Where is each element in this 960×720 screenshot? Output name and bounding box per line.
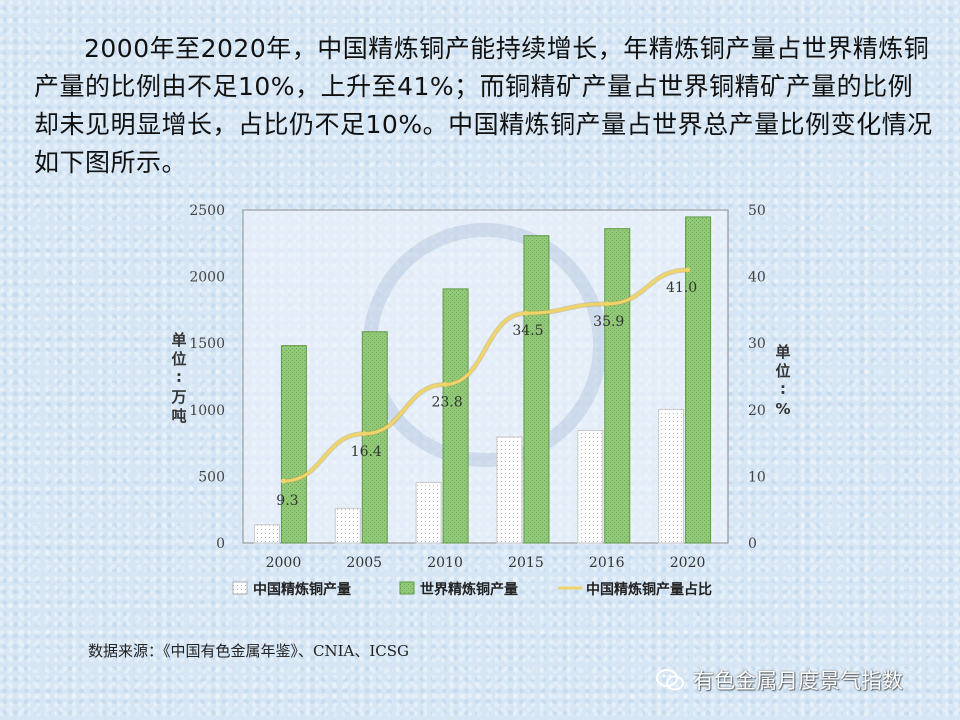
bar-world-output [361, 331, 388, 544]
bar-world-output [604, 228, 631, 544]
legend-label: 中国精炼铜产量 [253, 581, 351, 598]
share-line [281, 268, 690, 483]
y-right-tick-label: 10 [748, 469, 766, 485]
share-data-label: 34.5 [512, 323, 543, 339]
y-left-axis-label: 位 [171, 350, 186, 368]
legend-label: 中国精炼铜产量占比 [586, 581, 712, 598]
watermark: 有色金属月度景气指数 [655, 668, 903, 693]
share-data-label: 23.8 [431, 394, 462, 410]
bar-china-output [577, 430, 604, 544]
y-right-tick-label: 0 [748, 536, 757, 552]
share-data-label: 41.0 [666, 280, 697, 296]
bar-china-output [334, 507, 361, 544]
x-tick-label: 2000 [266, 555, 302, 571]
y-left-tick-label: 0 [216, 536, 225, 552]
bar-world-output [685, 216, 712, 544]
x-tick-label: 2020 [670, 555, 706, 571]
share-point [280, 478, 286, 484]
y-right-axis-label: 单 [775, 343, 790, 361]
legend-label: 世界精炼铜产量 [420, 581, 518, 598]
share-data-label: 9.3 [276, 493, 298, 509]
x-tick-label: 2016 [589, 555, 625, 571]
intro-paragraph: 2000年至2020年，中国精炼铜产能持续增长，年精炼铜产量占世界精炼铜产量的比… [34, 34, 933, 177]
x-tick-label: 2010 [427, 555, 463, 571]
bar-china-output [253, 524, 280, 544]
share-point [685, 267, 691, 273]
y-left-axis-label: 单 [171, 331, 186, 349]
plot-area [242, 209, 729, 544]
bar-china-output [496, 436, 523, 544]
y-left-axis-label: 吨 [171, 407, 186, 425]
y-right-tick-label: 50 [748, 203, 766, 219]
y-left-tick-label: 2500 [189, 203, 225, 219]
y-right-axis-label: ∶ [781, 381, 785, 399]
y-right-axis-label: % [775, 400, 790, 418]
y-right-axis-label: 位 [775, 362, 790, 380]
y-left-axis-label: 万 [170, 388, 186, 406]
share-point [523, 310, 529, 316]
y-left-tick-label: 500 [198, 469, 225, 485]
bar-china-output [658, 408, 685, 544]
watermark-text: 有色金属月度景气指数 [693, 669, 903, 693]
y-left-axis-label: ∶ [177, 369, 181, 387]
legend-swatch [232, 581, 248, 595]
bar-china-output [415, 482, 442, 544]
y-right-tick-label: 20 [748, 403, 766, 419]
bar-world-output [280, 345, 307, 544]
y-left-tick-label: 1500 [189, 336, 225, 352]
y-right-tick-label: 30 [748, 336, 766, 352]
bar-world-output [523, 235, 550, 544]
y-right-tick-label: 40 [748, 270, 766, 286]
share-data-label: 35.9 [593, 314, 624, 330]
share-point [361, 431, 367, 437]
legend-swatch [399, 581, 415, 595]
x-tick-label: 2015 [508, 555, 544, 571]
share-point [442, 381, 448, 387]
x-tick-label: 2005 [346, 555, 382, 571]
y-left-tick-label: 1000 [189, 403, 225, 419]
wechat-icon [656, 669, 684, 691]
share-point [604, 301, 610, 307]
share-data-label: 16.4 [351, 444, 382, 460]
bar-world-output [442, 288, 469, 544]
y-left-tick-label: 2000 [189, 270, 225, 286]
data-source-note: 数据来源：《中国有色金属年鉴》、CNIA、ICSG [88, 642, 410, 660]
